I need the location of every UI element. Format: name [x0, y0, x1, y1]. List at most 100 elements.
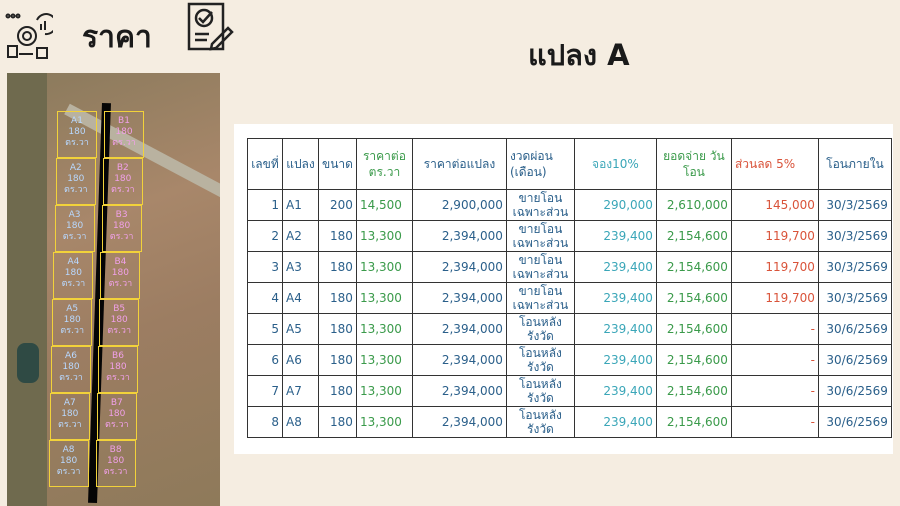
map-plot: B8 180 ตร.วา — [95, 440, 136, 487]
plot-label: 180 — [109, 362, 127, 372]
table-cell: 13,300 — [355, 251, 413, 283]
plot-label: 180 — [60, 456, 78, 466]
table-cell: 180 — [318, 282, 357, 314]
table-cell: 180 — [318, 313, 357, 345]
plot-label: 180 — [107, 456, 125, 466]
table-cell: 1 — [247, 189, 283, 221]
plot-label: A4 — [67, 257, 80, 267]
table-cell: 13,300 — [355, 406, 413, 438]
col-header: ยอดจ่าย วันโอน — [655, 138, 732, 190]
table-cell: 180 — [318, 375, 357, 407]
table-cell: 239,400 — [573, 220, 657, 252]
table-cell: 2,154,600 — [655, 282, 732, 314]
table-cell: 2,154,600 — [655, 251, 732, 283]
map-plot: B6 180 ตร.วา — [98, 346, 138, 393]
map-plot: A2 180 ตร.วา — [55, 158, 96, 205]
map-plot: B4 180 ตร.วา — [100, 252, 141, 299]
plot-label: B7 — [110, 398, 123, 408]
table-cell: 13,300 — [355, 220, 413, 252]
table-cell: - — [730, 375, 819, 407]
plot-label: ตร.วา — [108, 279, 133, 289]
table-cell: 8 — [247, 406, 283, 438]
table-cell: 239,400 — [573, 282, 657, 314]
page-title: ราคา — [82, 20, 152, 55]
table-cell: 30/6/2569 — [817, 344, 892, 376]
plot-label: ตร.วา — [56, 467, 81, 477]
plot-label: ตร.วา — [63, 185, 88, 195]
plot-label: 180 — [114, 174, 132, 184]
table-cell: A3 — [282, 251, 319, 283]
table-cell: 180 — [318, 220, 357, 252]
table-cell: 2,610,000 — [655, 189, 732, 221]
map-plot: A7 180 ตร.วา — [49, 393, 90, 440]
plot-label: 180 — [68, 127, 86, 137]
checklist-sign-icon — [186, 2, 234, 52]
col-header: ส่วนลด 5% — [730, 138, 819, 190]
table-cell: 13,300 — [355, 375, 413, 407]
table-cell: 30/3/2569 — [817, 282, 892, 314]
table-cell: A7 — [282, 375, 319, 407]
table-cell: 2 — [247, 220, 283, 252]
col-header: ราคาต่อ ตร.วา — [355, 138, 413, 190]
col-header: ขนาด — [318, 138, 357, 190]
table-cell: 30/6/2569 — [817, 313, 892, 345]
plot-label: A2 — [69, 163, 82, 173]
table-cell: 119,700 — [730, 282, 819, 314]
table-cell: A1 — [282, 189, 319, 221]
plot-label: 180 — [110, 315, 128, 325]
table-cell: โอนหลัง รังวัด — [505, 406, 575, 438]
table-row: 8 A8 180 13,300 2,394,000 โอนหลัง รังวัด 239,4… — [247, 406, 892, 438]
plot-label: ตร.วา — [57, 420, 82, 430]
plot-label: B1 — [118, 116, 130, 126]
col-header: โอนภายใน — [817, 138, 892, 190]
plot-label: ตร.วา — [112, 138, 136, 148]
plot-label: 180 — [63, 315, 81, 325]
table-cell: 13,300 — [355, 344, 413, 376]
table-cell: 2,900,000 — [411, 189, 507, 221]
workflow-gear-icon — [5, 12, 58, 60]
plot-label: B3 — [115, 210, 128, 220]
table-cell: 30/3/2569 — [817, 189, 892, 221]
plot-label: 180 — [62, 362, 80, 372]
plot-label: A8 — [62, 445, 75, 455]
table-row: 5 A5 180 13,300 2,394,000 โอนหลัง รังวัด 239,4… — [247, 313, 892, 345]
table-cell: 7 — [247, 375, 283, 407]
table-cell: โอนหลัง รังวัด — [505, 375, 575, 407]
plot-label: ตร.วา — [65, 138, 89, 148]
table-cell: 2,394,000 — [411, 406, 507, 438]
plot-label: ตร.วา — [60, 326, 85, 336]
plot-label: ตร.วา — [104, 420, 129, 430]
table-cell: 3 — [247, 251, 283, 283]
table-cell: 13,300 — [355, 313, 413, 345]
table-row: 6 A6 180 13,300 2,394,000 โอนหลัง รังวัด 239,4… — [247, 344, 892, 376]
plot-label: 180 — [113, 221, 131, 231]
plot-label: B4 — [114, 257, 127, 267]
col-header: แปลง — [282, 138, 319, 190]
table-cell: - — [730, 406, 819, 438]
table-cell: 2,154,600 — [655, 220, 732, 252]
table-row: 7 A7 180 13,300 2,394,000 โอนหลัง รังวัด 239,4… — [247, 375, 892, 407]
map-plot: A6 180 ตร.วา — [51, 346, 91, 393]
plot-label: 180 — [66, 221, 84, 231]
table-cell: 13,300 — [355, 282, 413, 314]
table-cell: 2,154,600 — [655, 344, 732, 376]
table-cell: 145,000 — [730, 189, 819, 221]
table-cell: 239,400 — [573, 251, 657, 283]
col-header: งวดผ่อน (เดือน) — [505, 138, 575, 190]
table-cell: 30/3/2569 — [817, 251, 892, 283]
plot-label: ตร.วา — [106, 373, 130, 383]
map-strip — [7, 73, 47, 506]
pond — [17, 343, 39, 383]
table-cell: 239,400 — [573, 375, 657, 407]
plot-label: A1 — [71, 116, 83, 126]
table-cell: 2,394,000 — [411, 282, 507, 314]
table-cell: 30/6/2569 — [817, 406, 892, 438]
table-cell: 4 — [247, 282, 283, 314]
table-cell: A8 — [282, 406, 319, 438]
table-cell: ขายโอน เฉพาะส่วน — [505, 189, 575, 221]
table-row: 4 A4 180 13,300 2,394,000 ขายโอน เฉพาะส่วน 239… — [247, 282, 892, 314]
table-cell: 2,394,000 — [411, 313, 507, 345]
table-cell: 119,700 — [730, 251, 819, 283]
table-cell: 14,500 — [355, 189, 413, 221]
table-cell: 2,154,600 — [655, 375, 732, 407]
